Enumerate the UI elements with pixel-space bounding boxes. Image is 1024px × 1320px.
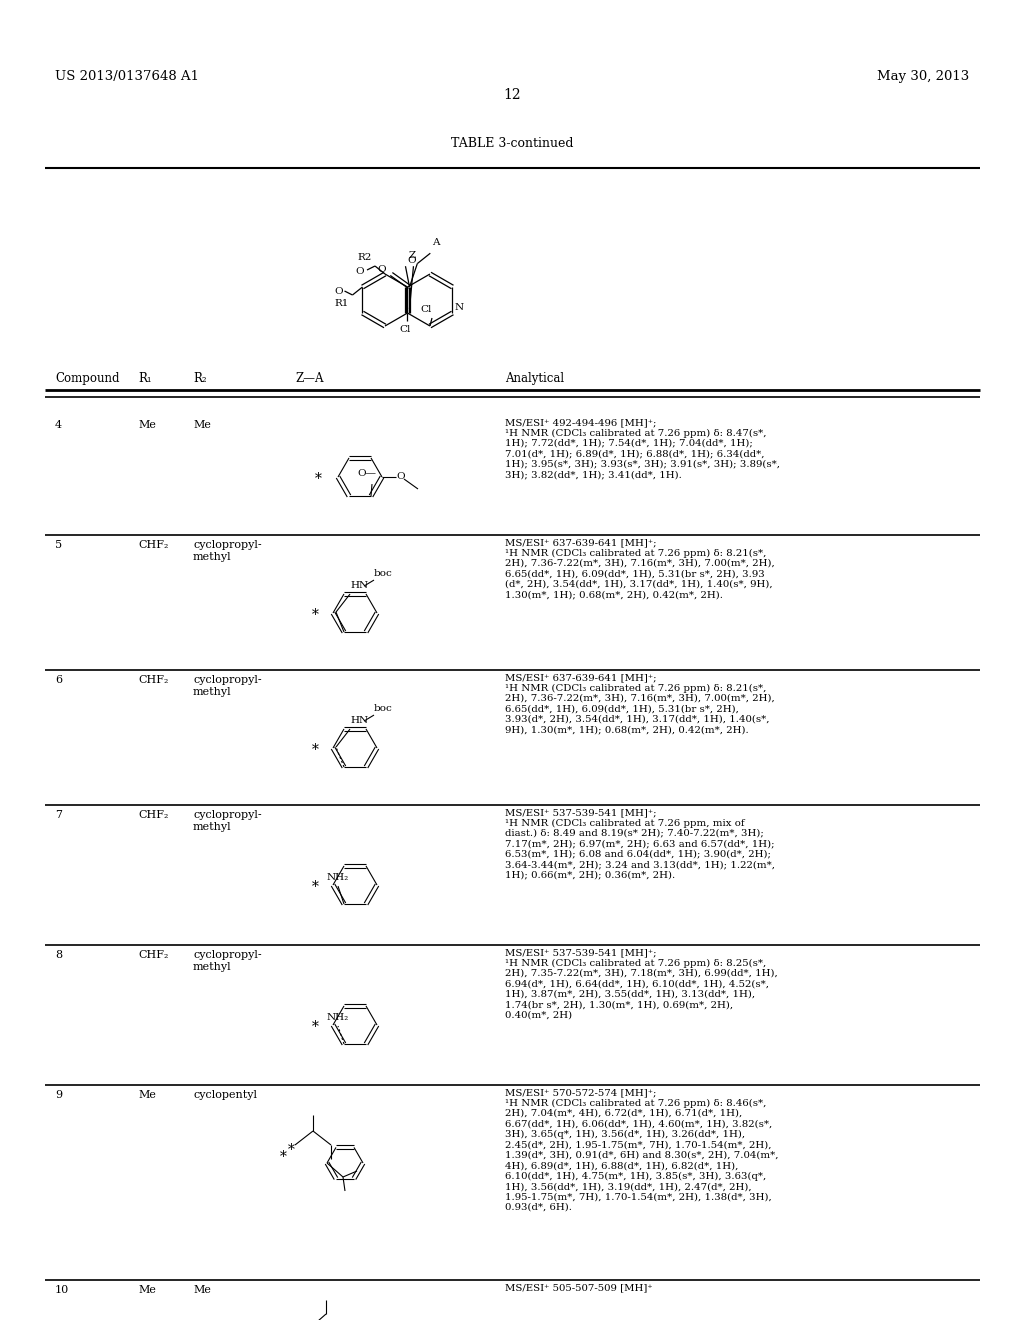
Text: 9: 9 [55,1090,62,1100]
Text: TABLE 3-continued: TABLE 3-continued [451,137,573,150]
Text: *: * [311,743,318,756]
Text: boc: boc [374,704,393,713]
Text: 10: 10 [55,1284,70,1295]
Text: *: * [311,609,318,622]
Text: R1: R1 [335,298,349,308]
Text: O: O [355,268,364,276]
Text: *: * [311,880,318,894]
Text: O: O [335,286,343,296]
Text: MS/ESI⁺ 637-639-641 [MH]⁺;
¹H NMR (CDCl₃ calibrated at 7.26 ppm) δ: 8.21(s*,
2H): MS/ESI⁺ 637-639-641 [MH]⁺; ¹H NMR (CDCl₃… [505,539,775,599]
Text: Z—A: Z—A [295,372,324,385]
Text: Me: Me [193,420,211,430]
Text: cyclopropyl-
methyl: cyclopropyl- methyl [193,675,261,697]
Text: Z: Z [409,251,416,260]
Text: Cl: Cl [420,305,432,314]
Text: cyclopropyl-
methyl: cyclopropyl- methyl [193,810,261,832]
Text: Me: Me [138,1284,156,1295]
Text: *: * [314,473,322,486]
Text: HN: HN [350,581,368,590]
Text: boc: boc [374,569,393,578]
Text: *: * [288,1143,295,1158]
Text: 12: 12 [503,88,521,102]
Text: MS/ESI⁺ 537-539-541 [MH]⁺;
¹H NMR (CDCl₃ calibrated at 7.26 ppm, mix of
diast.) : MS/ESI⁺ 537-539-541 [MH]⁺; ¹H NMR (CDCl₃… [505,808,775,879]
Text: O: O [396,473,404,480]
Text: CHF₂: CHF₂ [138,540,168,550]
Text: US 2013/0137648 A1: US 2013/0137648 A1 [55,70,199,83]
Text: 4: 4 [55,420,62,430]
Text: R₂: R₂ [193,372,207,385]
Text: NH₂: NH₂ [327,1012,349,1022]
Text: R2: R2 [357,253,372,263]
Text: NH₂: NH₂ [327,873,349,882]
Text: HN: HN [350,715,368,725]
Text: Me: Me [138,420,156,430]
Text: CHF₂: CHF₂ [138,675,168,685]
Text: MS/ESI⁺ 570-572-574 [MH]⁺;
¹H NMR (CDCl₃ calibrated at 7.26 ppm) δ: 8.46(s*,
2H): MS/ESI⁺ 570-572-574 [MH]⁺; ¹H NMR (CDCl₃… [505,1088,778,1212]
Text: cyclopentyl: cyclopentyl [193,1090,257,1100]
Text: MS/ESI⁺ 505-507-509 [MH]⁺: MS/ESI⁺ 505-507-509 [MH]⁺ [505,1283,652,1292]
Text: 6: 6 [55,675,62,685]
Text: O: O [408,256,416,265]
Text: Compound: Compound [55,372,120,385]
Text: 7: 7 [55,810,62,820]
Text: CHF₂: CHF₂ [138,950,168,960]
Text: A: A [432,238,440,247]
Text: O—: O— [357,469,377,478]
Text: 5: 5 [55,540,62,550]
Text: MS/ESI⁺ 637-639-641 [MH]⁺;
¹H NMR (CDCl₃ calibrated at 7.26 ppm) δ: 8.21(s*,
2H): MS/ESI⁺ 637-639-641 [MH]⁺; ¹H NMR (CDCl₃… [505,673,775,734]
Text: O: O [377,265,386,275]
Text: *: * [311,1020,318,1034]
Text: May 30, 2013: May 30, 2013 [877,70,969,83]
Text: Cl: Cl [399,325,412,334]
Text: cyclopropyl-
methyl: cyclopropyl- methyl [193,540,261,561]
Text: cyclopropyl-
methyl: cyclopropyl- methyl [193,950,261,972]
Text: MS/ESI⁺ 537-539-541 [MH]⁺;
¹H NMR (CDCl₃ calibrated at 7.26 ppm) δ: 8.25(s*,
2H): MS/ESI⁺ 537-539-541 [MH]⁺; ¹H NMR (CDCl₃… [505,948,778,1019]
Text: R₁: R₁ [138,372,152,385]
Text: *: * [281,1150,287,1164]
Text: MS/ESI⁺ 492-494-496 [MH]⁺;
¹H NMR (CDCl₃ calibrated at 7.26 ppm) δ: 8.47(s*,
1H): MS/ESI⁺ 492-494-496 [MH]⁺; ¹H NMR (CDCl₃… [505,418,780,479]
Text: Analytical: Analytical [505,372,564,385]
Text: Me: Me [193,1284,211,1295]
Text: Me: Me [138,1090,156,1100]
Text: CHF₂: CHF₂ [138,810,168,820]
Text: 8: 8 [55,950,62,960]
Text: N: N [455,304,464,313]
